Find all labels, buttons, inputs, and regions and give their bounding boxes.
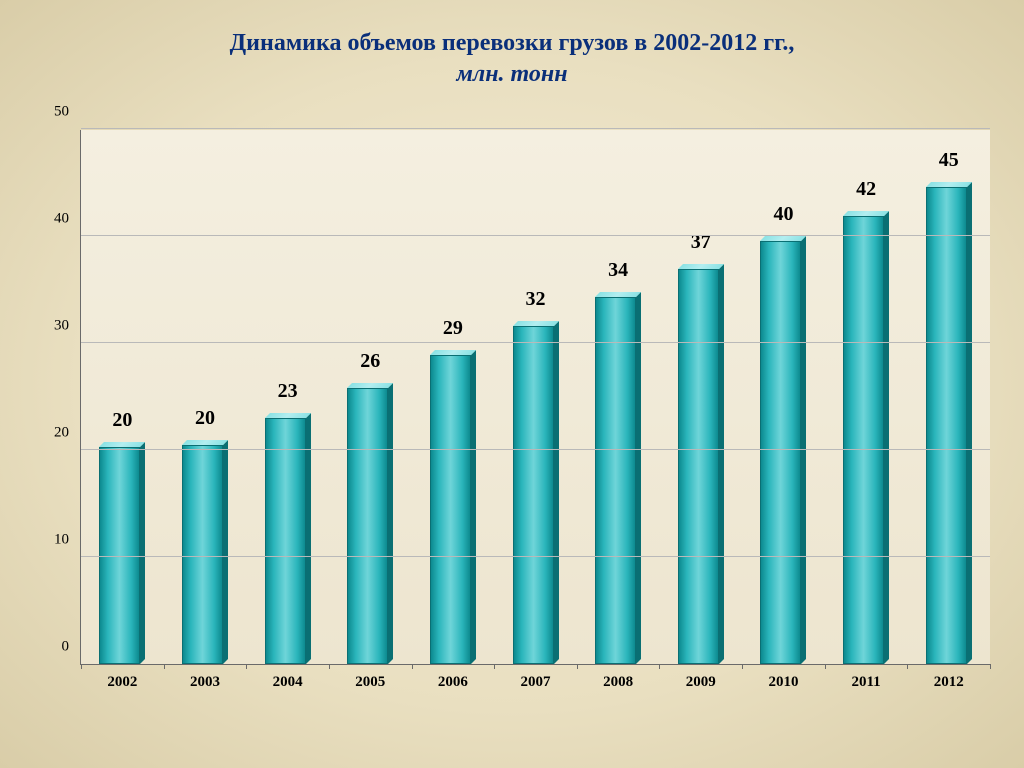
bar	[926, 182, 972, 664]
gridline	[81, 449, 990, 450]
x-tick-label: 2007	[521, 674, 551, 691]
bar-value-label: 40	[773, 203, 793, 226]
bar-front	[430, 355, 471, 664]
bar-front	[926, 187, 967, 664]
bar-value-label: 20	[195, 407, 215, 430]
category-divider	[990, 664, 991, 669]
category-divider	[659, 664, 660, 669]
bar-front	[347, 388, 388, 664]
bar-value-label: 32	[526, 288, 546, 311]
bar	[347, 383, 393, 664]
bar-side	[306, 413, 311, 664]
y-tick-label: 20	[35, 425, 69, 442]
bar-side	[554, 321, 559, 664]
bar-value-label: 26	[360, 350, 380, 373]
bar-front	[265, 418, 306, 664]
x-tick-label: 2011	[851, 674, 880, 691]
category-divider	[329, 664, 330, 669]
gridline	[81, 342, 990, 343]
category-divider	[494, 664, 495, 669]
bar-slot: 232004	[246, 130, 329, 664]
x-tick-label: 2005	[355, 674, 385, 691]
gridline	[81, 128, 990, 129]
bar-chart: 2020022020032320042620052920063220073420…	[40, 130, 1000, 700]
y-tick-label: 30	[35, 318, 69, 335]
bar-front	[513, 326, 554, 664]
bar-side	[636, 292, 641, 664]
category-divider	[246, 664, 247, 669]
x-tick-label: 2002	[107, 674, 137, 691]
bar-slot: 292006	[412, 130, 495, 664]
category-divider	[907, 664, 908, 669]
y-tick-label: 10	[35, 532, 69, 549]
y-tick-label: 50	[35, 104, 69, 121]
bar	[99, 442, 145, 664]
bar-front	[760, 241, 801, 664]
bar-value-label: 34	[608, 259, 628, 282]
y-tick-label: 0	[35, 639, 69, 656]
bar-side	[801, 236, 806, 664]
category-divider	[577, 664, 578, 669]
bar-slot: 202003	[164, 130, 247, 664]
bar	[182, 440, 228, 664]
bar-slot: 202002	[81, 130, 164, 664]
bar-slot: 342008	[577, 130, 660, 664]
bar-value-label: 42	[856, 178, 876, 201]
bars-container: 2020022020032320042620052920063220073420…	[81, 130, 990, 664]
bar	[678, 264, 724, 664]
bar-side	[471, 350, 476, 664]
gridline	[81, 235, 990, 236]
bar-front	[678, 269, 719, 664]
bar-side	[223, 440, 228, 664]
chart-title-line1: Динамика объемов перевозки грузов в 2002…	[0, 30, 1024, 57]
bar-side	[967, 182, 972, 664]
y-tick-label: 40	[35, 211, 69, 228]
x-tick-label: 2008	[603, 674, 633, 691]
category-divider	[164, 664, 165, 669]
bar-value-label: 29	[443, 317, 463, 340]
bar-side	[884, 211, 889, 664]
bar-side	[140, 442, 145, 664]
bar-slot: 402010	[742, 130, 825, 664]
bar-slot: 322007	[494, 130, 577, 664]
bar-value-label: 45	[939, 149, 959, 172]
x-tick-label: 2012	[934, 674, 964, 691]
bar-side	[388, 383, 393, 664]
bar	[760, 236, 806, 664]
chart-title-line2: млн. тонн	[0, 61, 1024, 88]
gridline	[81, 556, 990, 557]
category-divider	[825, 664, 826, 669]
bar-front	[843, 216, 884, 664]
bar	[265, 413, 311, 664]
x-tick-label: 2004	[273, 674, 303, 691]
bar-front	[595, 297, 636, 664]
plot-area: 2020022020032320042620052920063220073420…	[80, 130, 990, 665]
bar-slot: 372009	[659, 130, 742, 664]
bar-value-label: 20	[112, 409, 132, 432]
bar-slot: 452012	[907, 130, 990, 664]
bar	[595, 292, 641, 664]
bar	[843, 211, 889, 664]
category-divider	[412, 664, 413, 669]
x-tick-label: 2006	[438, 674, 468, 691]
bar	[513, 321, 559, 664]
bar-value-label: 23	[278, 380, 298, 403]
bar-side	[719, 264, 724, 664]
bar-front	[182, 445, 223, 664]
bar-slot: 422011	[825, 130, 908, 664]
x-tick-label: 2009	[686, 674, 716, 691]
x-tick-label: 2010	[768, 674, 798, 691]
bar	[430, 350, 476, 664]
chart-title: Динамика объемов перевозки грузов в 2002…	[0, 30, 1024, 88]
category-divider	[81, 664, 82, 669]
x-tick-label: 2003	[190, 674, 220, 691]
category-divider	[742, 664, 743, 669]
bar-slot: 262005	[329, 130, 412, 664]
